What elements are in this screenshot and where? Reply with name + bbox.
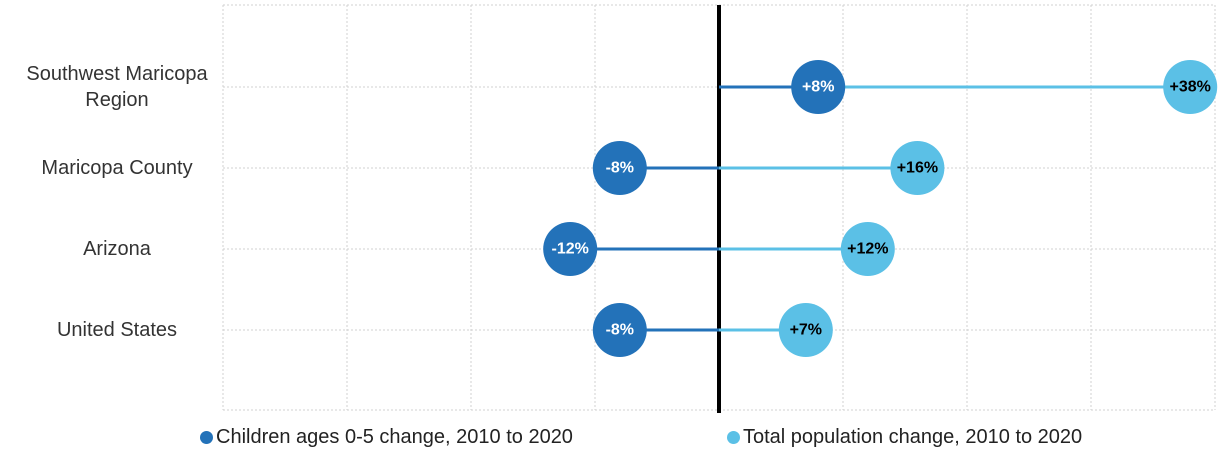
value-label: -8%	[606, 160, 634, 177]
legend-swatch	[727, 431, 740, 444]
category-label: Southwest Maricopa Region	[26, 63, 208, 111]
value-label: +12%	[847, 241, 888, 258]
dot	[592, 303, 647, 357]
legend-label: Children ages 0-5 change, 2010 to 2020	[216, 426, 573, 448]
dot	[791, 60, 846, 114]
legend-item: Children ages 0-5 change, 2010 to 2020	[200, 426, 573, 449]
value-label: -12%	[552, 241, 589, 258]
value-label: +16%	[897, 160, 938, 177]
value-label: -8%	[606, 322, 634, 339]
category-label: United States	[56, 319, 178, 341]
legend-item: Total population change, 2010 to 2020	[727, 426, 1082, 449]
category-label: Arizona	[83, 238, 151, 260]
category-label: Maricopa County	[41, 157, 193, 179]
legend-label: Total population change, 2010 to 2020	[743, 426, 1083, 448]
legend-swatch	[200, 431, 213, 444]
dot	[543, 222, 598, 276]
dot	[1163, 60, 1218, 114]
dot	[592, 141, 647, 195]
value-label: +8%	[802, 79, 834, 96]
dot	[778, 303, 833, 357]
dot	[840, 222, 895, 276]
dot	[890, 141, 945, 195]
value-label: +38%	[1170, 79, 1211, 96]
value-label: +7%	[790, 322, 822, 339]
